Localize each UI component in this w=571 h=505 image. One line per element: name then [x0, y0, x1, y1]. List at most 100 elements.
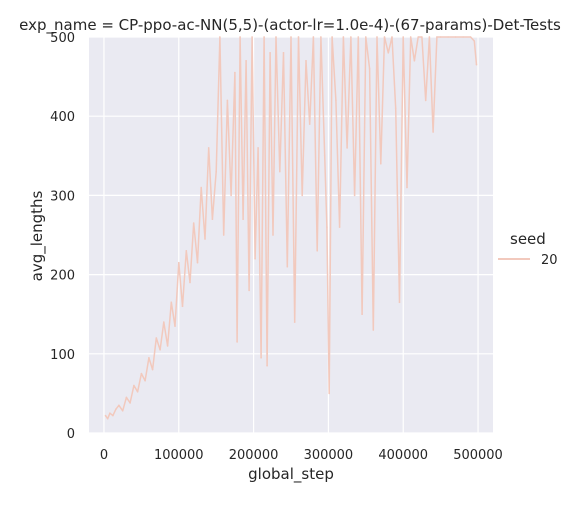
data-point	[436, 36, 438, 38]
data-point	[279, 170, 281, 173]
data-point	[454, 36, 457, 38]
x-tick-labels: 0 100000 200000 300000 400000 500000	[100, 448, 503, 463]
data-point	[174, 325, 176, 327]
data-point	[323, 155, 326, 157]
data-point	[275, 36, 277, 38]
data-point	[417, 36, 420, 38]
data-point	[163, 321, 165, 323]
data-point	[148, 357, 150, 359]
data-point	[286, 265, 289, 268]
data-point	[338, 226, 341, 228]
series-line	[104, 36, 478, 420]
data-point	[398, 301, 401, 304]
data-point	[305, 60, 307, 62]
data-point	[215, 170, 217, 173]
data-point	[387, 52, 390, 54]
data-point	[353, 194, 356, 197]
data-point	[239, 36, 241, 38]
data-point	[248, 289, 250, 292]
x-tick-label: 400000	[378, 448, 428, 463]
data-point	[236, 341, 238, 343]
data-point	[282, 52, 285, 54]
x-tick-label: 200000	[229, 448, 279, 463]
data-point	[272, 234, 274, 236]
chart-title: exp_name = CP-ppo-ac-NN(5,5)-(actor-lr=1…	[19, 16, 561, 35]
data-point	[242, 218, 244, 220]
data-point	[181, 305, 184, 308]
x-tick-label: 100000	[154, 448, 204, 463]
x-axis-label: global_step	[248, 465, 334, 484]
data-point	[357, 36, 360, 38]
data-point	[331, 36, 333, 38]
data-point	[326, 226, 328, 228]
data-point	[312, 36, 315, 38]
y-tick-label: 0	[67, 427, 75, 442]
data-point	[328, 392, 331, 395]
data-point	[222, 234, 225, 236]
data-point	[380, 162, 382, 165]
data-point	[368, 67, 371, 70]
data-point	[413, 60, 416, 62]
data-point	[391, 36, 393, 38]
data-point	[257, 147, 259, 149]
data-point	[155, 337, 158, 339]
data-point	[447, 36, 449, 38]
data-point	[342, 36, 345, 38]
legend-item-20: 20	[541, 253, 558, 268]
legend-title: seed	[510, 230, 546, 248]
data-point	[109, 412, 111, 415]
data-point	[462, 36, 464, 38]
data-point	[133, 384, 135, 387]
data-point	[266, 364, 268, 367]
data-point	[406, 186, 408, 189]
data-point	[144, 379, 146, 382]
data-point	[293, 321, 296, 323]
data-point	[402, 36, 405, 38]
data-point	[263, 36, 265, 38]
data-point	[245, 60, 247, 62]
data-point	[115, 408, 117, 411]
data-point	[320, 36, 322, 38]
data-point	[140, 372, 143, 375]
data-point	[219, 36, 221, 38]
y-tick-label: 300	[50, 189, 75, 204]
data-point	[151, 368, 154, 371]
data-point	[254, 258, 256, 260]
data-point	[226, 99, 229, 102]
data-point	[159, 349, 161, 351]
data-point	[365, 36, 367, 38]
data-point	[361, 313, 363, 316]
data-point	[346, 147, 348, 149]
data-point	[394, 107, 397, 110]
legend: seed 20	[498, 230, 558, 268]
data-point	[439, 36, 442, 38]
data-point	[350, 36, 352, 38]
data-point	[125, 396, 128, 399]
y-tick-label: 200	[50, 269, 75, 284]
y-tick-label: 100	[50, 348, 75, 363]
data-point	[192, 222, 195, 224]
data-point	[106, 417, 109, 420]
x-tick-label: 0	[100, 448, 108, 463]
data-point	[428, 36, 431, 38]
data-point	[200, 186, 202, 189]
data-point	[376, 36, 378, 38]
data-point	[204, 238, 206, 240]
plot-area	[89, 37, 493, 433]
series-20	[104, 36, 478, 420]
data-point	[211, 218, 214, 220]
data-point	[104, 414, 107, 417]
data-point	[409, 36, 412, 38]
data-point	[121, 410, 124, 412]
data-point	[170, 301, 173, 304]
data-point	[118, 404, 120, 407]
data-point	[251, 36, 253, 38]
data-point	[185, 250, 188, 252]
data-point	[297, 36, 300, 38]
y-tick-label: 500	[50, 31, 75, 46]
data-point	[178, 261, 180, 264]
data-point	[112, 414, 114, 417]
data-point	[372, 329, 375, 331]
